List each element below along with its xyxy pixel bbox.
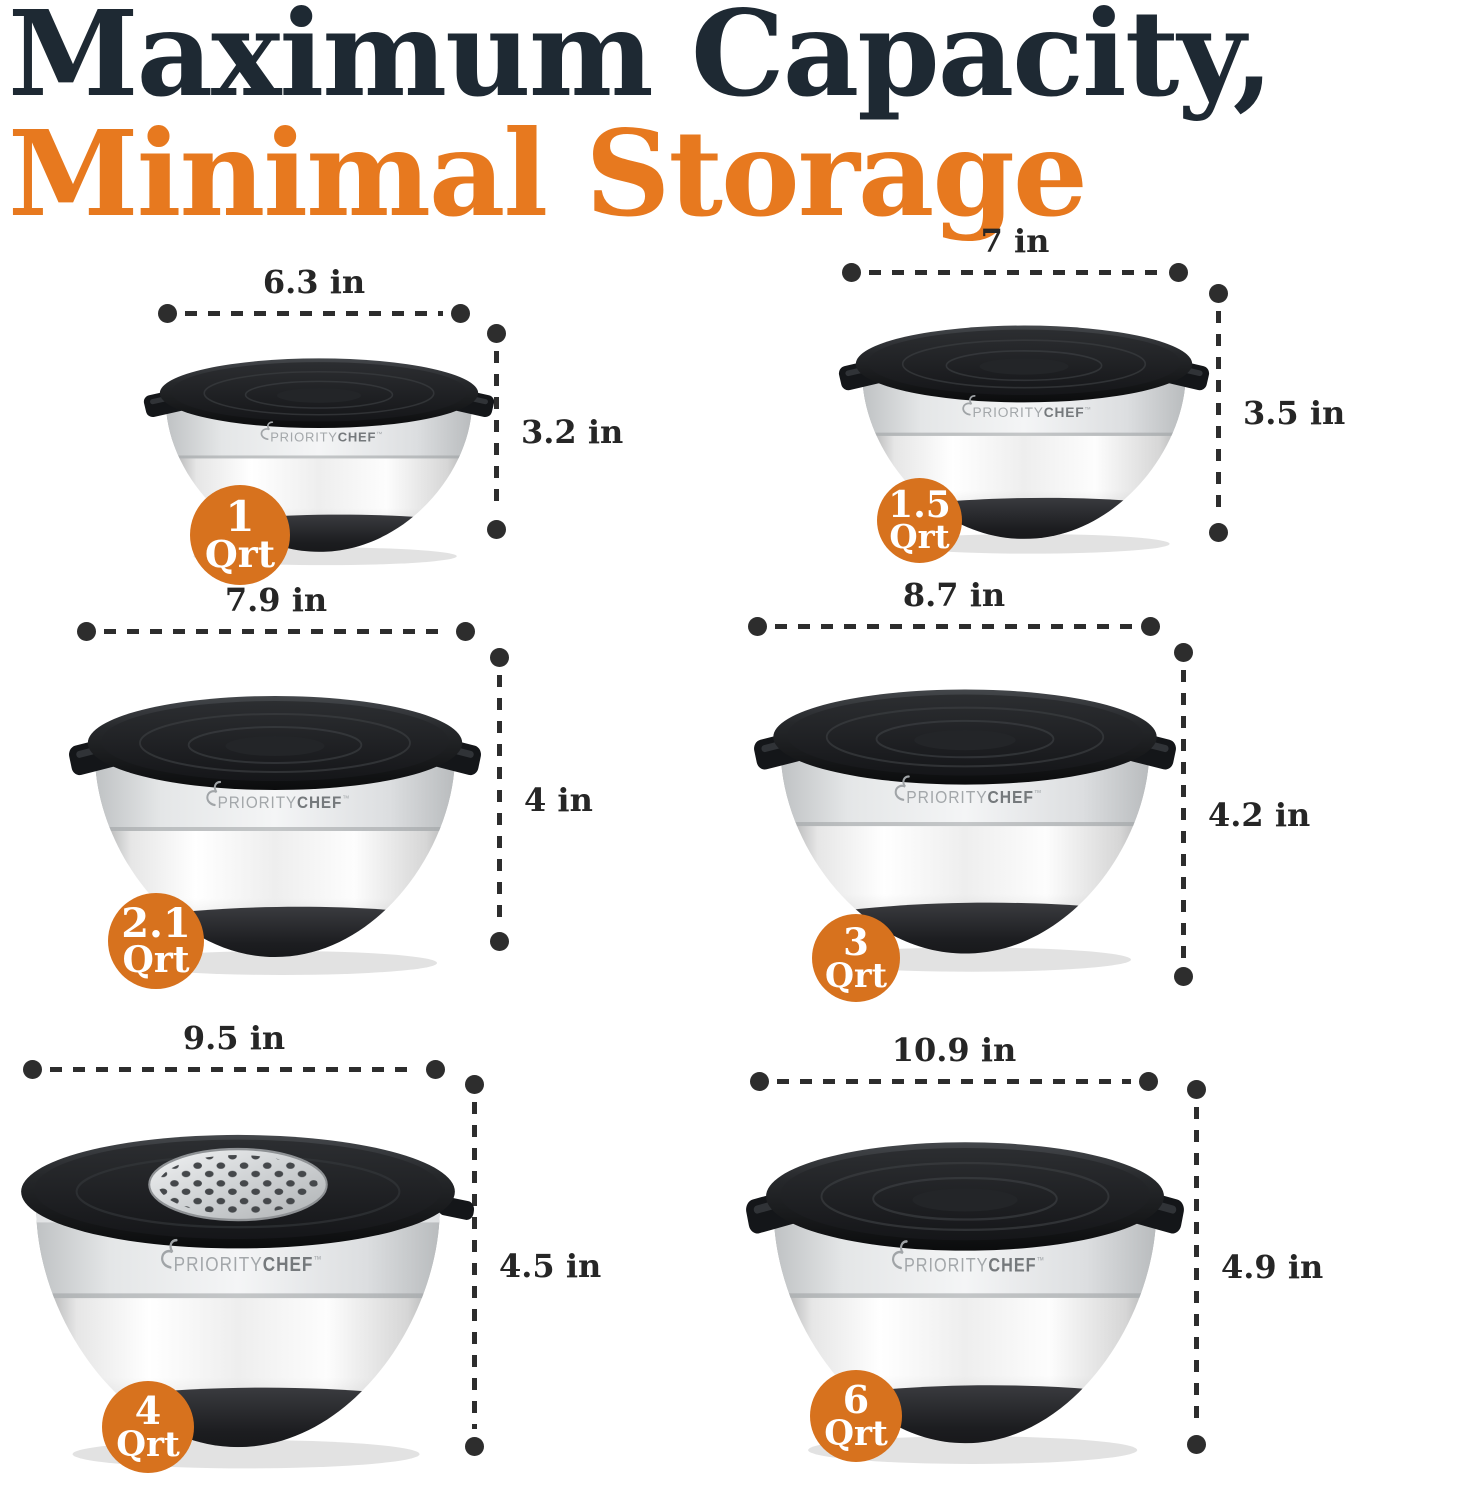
dashed-line	[472, 1102, 477, 1429]
height-label: 3.5 in	[1243, 394, 1346, 432]
dimension-dot	[490, 932, 509, 951]
dimension-dot	[1174, 967, 1193, 986]
dashed-line	[869, 270, 1161, 275]
bowl-image-4qt-grater-lid	[6, 1090, 470, 1492]
dashed-line	[1216, 311, 1221, 515]
dashed-line	[50, 1067, 418, 1072]
height-dimension-line: 3.5 in	[1209, 284, 1345, 542]
title-line-2: Minimal Storage	[8, 104, 1088, 243]
capacity-value: 4	[134, 1387, 162, 1433]
dimension-dot	[451, 304, 470, 323]
width-dimension-line: 8.7 in	[748, 576, 1160, 636]
width-dimension-line: 7.9 in	[77, 581, 475, 641]
width-label: 8.7 in	[902, 576, 1006, 614]
height-dimension-line: 3.2 in	[487, 324, 623, 539]
width-label: 6.3 in	[262, 263, 366, 301]
dimension-dot	[487, 520, 506, 539]
height-label: 4.9 in	[1221, 1248, 1324, 1286]
dashed-line	[497, 675, 502, 924]
bowl-image-3qt	[753, 648, 1177, 992]
capacity-badge-3qt: 3 Qrt	[812, 914, 900, 1002]
width-dimension-line: 6.3 in	[158, 263, 470, 323]
dimension-dot	[1187, 1080, 1206, 1099]
height-label: 4 in	[524, 780, 593, 819]
dimension-dot	[23, 1060, 42, 1079]
height-dimension-line: 4.9 in	[1187, 1080, 1323, 1454]
dashed-line	[1181, 670, 1186, 959]
dimension-dot	[1169, 263, 1188, 282]
dimension-dot	[490, 648, 509, 667]
width-dimension-line: 10.9 in	[750, 1031, 1158, 1091]
capacity-badge-2-1qt: 2.1 Qrt	[108, 893, 204, 989]
height-label: 4.5 in	[499, 1246, 602, 1285]
capacity-unit: Qrt	[204, 531, 276, 576]
capacity-value: 2.1	[121, 899, 191, 947]
capacity-value: 1	[225, 492, 255, 542]
dashed-line	[1194, 1107, 1199, 1427]
dashed-line	[185, 311, 443, 316]
width-label: 10.9 in	[891, 1031, 1017, 1069]
dimension-dot	[487, 324, 506, 343]
capacity-value: 3	[843, 919, 869, 964]
height-dimension-line: 4.5 in	[465, 1075, 601, 1456]
dimension-dot	[158, 304, 177, 323]
capacity-badge-6qt: 6 Qrt	[810, 1370, 902, 1462]
capacity-unit: Qrt	[824, 1413, 888, 1454]
dimension-dot	[1187, 1435, 1206, 1454]
dimension-dot	[1209, 284, 1228, 303]
dimension-dot	[750, 1072, 769, 1091]
width-label: 7.9 in	[224, 581, 328, 619]
dashed-line	[775, 624, 1133, 629]
dimension-dot	[1139, 1072, 1158, 1091]
dashed-line	[494, 351, 499, 512]
capacity-unit: Qrt	[122, 938, 190, 981]
dashed-line	[777, 1079, 1131, 1084]
bowl-image-1-5qt	[838, 292, 1210, 570]
capacity-badge-1qt: 1 Qrt	[190, 485, 290, 585]
dimension-dot	[1209, 523, 1228, 542]
capacity-badge-4qt: 4 Qrt	[102, 1381, 194, 1473]
dimension-dot	[1174, 643, 1193, 662]
capacity-value: 1.5	[888, 484, 951, 527]
title-line-1: Maximum Capacity,	[8, 0, 1274, 123]
width-dimension-line: 9.5 in	[23, 1019, 445, 1079]
capacity-unit: Qrt	[889, 518, 950, 557]
dimension-dot	[748, 617, 767, 636]
height-label: 4.2 in	[1208, 795, 1311, 834]
bowl-image-1qt	[143, 328, 495, 580]
bowl-image-2-1qt	[68, 655, 482, 995]
dimension-dot	[426, 1060, 445, 1079]
width-dimension-line: 7 in	[842, 222, 1188, 282]
capacity-value: 6	[842, 1376, 870, 1422]
height-label: 3.2 in	[521, 412, 624, 451]
dimension-dot	[465, 1075, 484, 1094]
width-label: 9.5 in	[182, 1019, 286, 1057]
bowl-image-6qt	[745, 1095, 1185, 1487]
dimension-dot	[842, 263, 861, 282]
capacity-badge-1-5qt: 1.5 Qrt	[877, 478, 962, 563]
dimension-dot	[456, 622, 475, 641]
dimension-dot	[465, 1437, 484, 1456]
capacity-unit: Qrt	[116, 1424, 180, 1465]
dimension-dot	[77, 622, 96, 641]
capacity-unit: Qrt	[825, 955, 887, 995]
height-dimension-line: 4 in	[490, 648, 593, 951]
dashed-line	[104, 629, 448, 634]
dimension-dot	[1141, 617, 1160, 636]
height-dimension-line: 4.2 in	[1174, 643, 1310, 986]
page-title: Maximum Capacity, Minimal Storage	[8, 0, 1274, 243]
